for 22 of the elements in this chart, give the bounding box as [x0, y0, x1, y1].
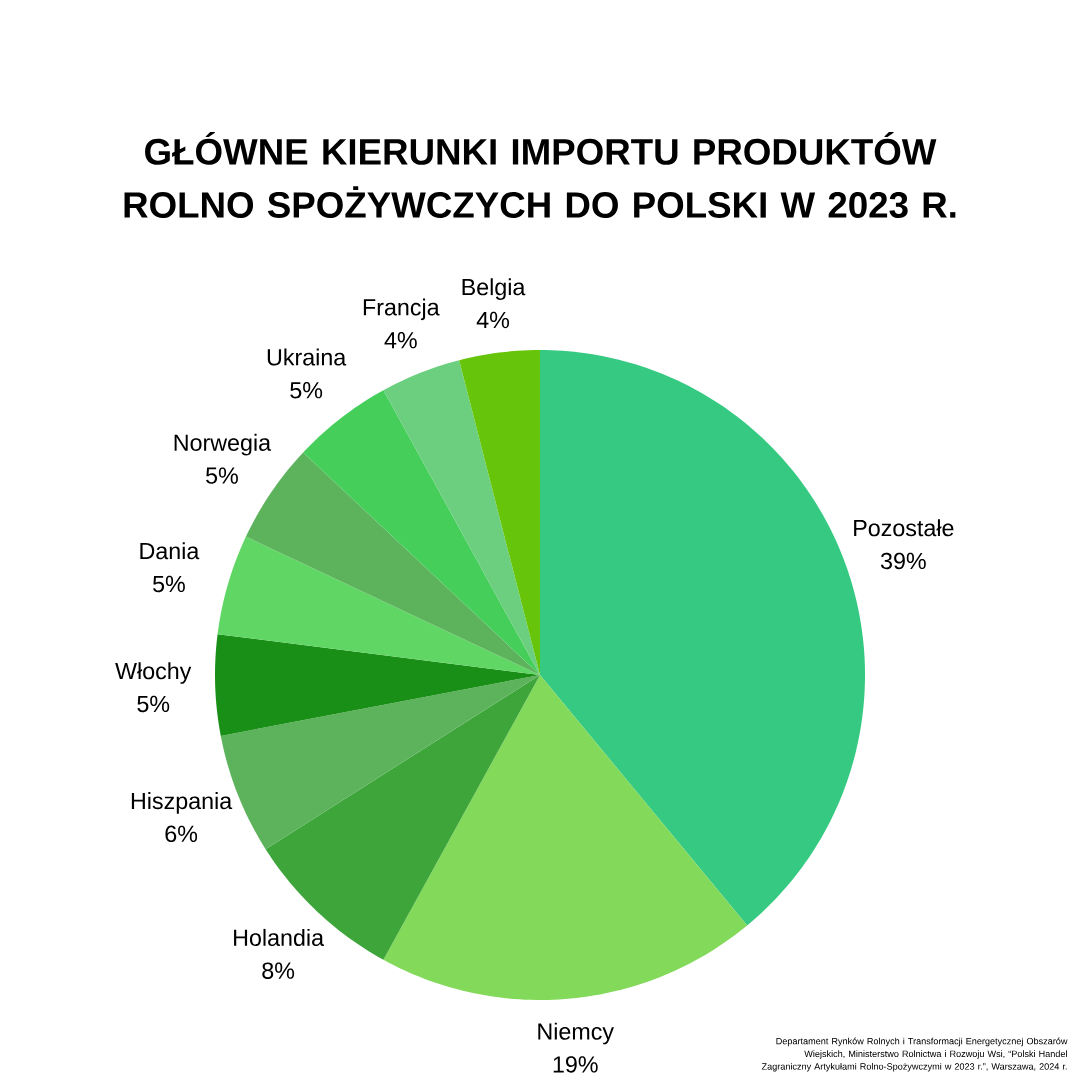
slice-label: Belgia — [462, 278, 526, 300]
data-label: 8% — [262, 962, 295, 979]
slice-label: Niemcy — [538, 1022, 614, 1045]
text: Departament Rynków Rolnych i Transformacji Energetycznej Obszarów Wiejskich, Ministerstwo Rolnictwa i Rozwoju Wsi, “Polski Handel Zagraniczny Artykułami Rolno-Spożywczymi w 2023 r.”, Warszawa, 2024 r. — [761, 1037, 1068, 1072]
slice-label: Hiszpania — [131, 792, 233, 814]
data-label: 19% — [553, 1056, 598, 1073]
data-label: 39% — [880, 552, 926, 570]
data-label: 5% — [153, 575, 185, 593]
slice-label: Norwegia — [174, 433, 272, 456]
data-label: 6% — [165, 825, 198, 843]
chart-title: GŁÓWNE KIERUNKI IMPORTU PRODUKTÓW ROLNO SPOŻYWCZYCH DO POLSKI W 2023 R. — [124, 131, 956, 219]
slice-label: Dania — [140, 542, 200, 560]
slice-label: Francja — [363, 298, 440, 321]
data-label: 4% — [476, 311, 510, 329]
data-label: 5% — [290, 382, 323, 399]
slice-label: Holandia — [234, 928, 325, 946]
data-label: 4% — [384, 332, 417, 349]
data-label: 5% — [137, 695, 170, 713]
slice-label: Pozostałe — [854, 519, 954, 537]
data-label: 5% — [206, 467, 238, 484]
slice-label: Ukraina — [267, 348, 347, 366]
slice-label: Włochy — [115, 662, 192, 684]
